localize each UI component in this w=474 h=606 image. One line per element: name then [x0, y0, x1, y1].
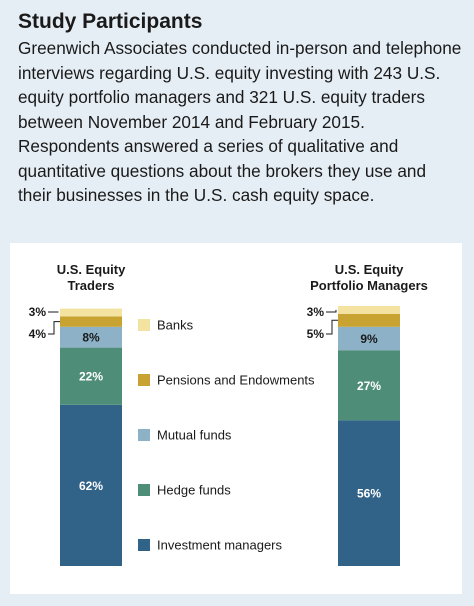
bar-banks-0 — [60, 308, 122, 317]
legend-swatch-banks — [138, 319, 150, 331]
legend-label-banks: Banks — [157, 318, 194, 333]
bar-investment-managers-0 — [60, 404, 122, 566]
category-label-1-line-1: Portfolio Managers — [310, 278, 428, 293]
data-label-hedge-funds-0: 22% — [79, 370, 103, 384]
leader-line-pensions-0 — [48, 321, 60, 335]
data-label-banks-1: 3% — [307, 305, 325, 319]
bar-mutual-funds-1 — [338, 326, 400, 351]
bar-hedge-funds-0 — [60, 347, 122, 405]
bar-mutual-funds-0 — [60, 326, 122, 348]
bar-hedge-funds-1 — [338, 350, 400, 421]
data-label-banks-0: 3% — [29, 305, 47, 319]
legend-swatch-pensions-and-endowments — [138, 374, 150, 386]
legend-swatch-mutual-funds — [138, 429, 150, 441]
chart-panel: U.S. Equity Traders 62% 22% 8% 3% 4% U.S. Equit… — [10, 243, 462, 594]
bar-pensions-and-endowments-1 — [338, 313, 400, 327]
page-title: Study Participants — [18, 10, 203, 33]
leader-line-pensions-1 — [326, 319, 338, 335]
data-label-hedge-funds-1: 27% — [357, 379, 381, 393]
category-label-0-line-1: Traders — [68, 278, 115, 293]
legend-swatch-investment-managers — [138, 539, 150, 551]
bar-investment-managers-1 — [338, 420, 400, 566]
data-label-mutual-funds-0: 8% — [82, 331, 100, 345]
intro-paragraph: Greenwich Associates conducted in-person… — [18, 38, 462, 205]
category-label-0-line-0: U.S. Equity — [57, 262, 126, 277]
data-label-pensions-0: 4% — [29, 327, 47, 341]
legend-swatch-hedge-funds — [138, 484, 150, 496]
legend-label-hedge-funds: Hedge funds — [157, 483, 231, 498]
leader-line-banks-1 — [326, 309, 337, 313]
data-label-investment-managers-1: 56% — [357, 487, 381, 501]
bar-pensions-and-endowments-0 — [60, 316, 122, 327]
data-label-mutual-funds-1: 9% — [360, 332, 378, 346]
legend-label-investment-managers: Investment managers — [157, 538, 283, 553]
bar-banks-1 — [338, 306, 400, 314]
category-label-1-line-0: U.S. Equity — [335, 262, 404, 277]
legend-label-mutual-funds: Mutual funds — [157, 428, 232, 443]
data-label-pensions-1: 5% — [307, 327, 325, 341]
data-label-investment-managers-0: 62% — [79, 479, 103, 493]
leader-line-banks-0 — [48, 311, 59, 313]
legend-label-pensions-and-endowments: Pensions and Endowments — [157, 373, 315, 388]
